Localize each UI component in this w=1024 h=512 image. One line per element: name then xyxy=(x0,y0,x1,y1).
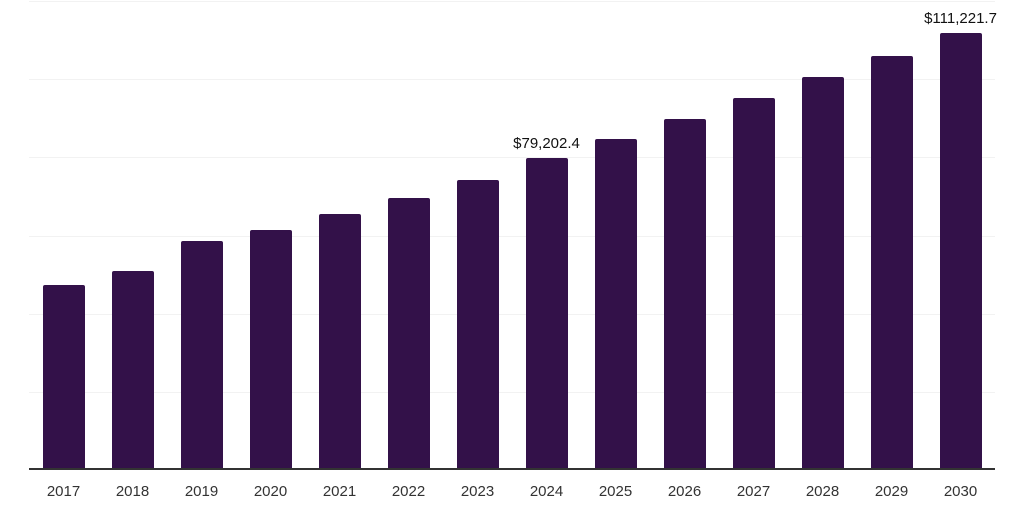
bar-2024 xyxy=(525,158,568,468)
gridline xyxy=(29,235,995,237)
bar-slot-2018 xyxy=(98,1,167,468)
bar-2018 xyxy=(111,271,154,468)
x-tick-label-2023: 2023 xyxy=(460,482,495,500)
bar-2027 xyxy=(732,97,775,468)
bar-slot-2019 xyxy=(167,1,236,468)
x-tick-label-2029: 2029 xyxy=(874,482,909,500)
data-label-2030: $111,221.7 xyxy=(924,10,997,28)
bar-slot-2030: $111,221.7 xyxy=(924,1,997,468)
bar-2022 xyxy=(387,197,430,468)
bar-2025 xyxy=(594,138,637,468)
x-tick-label-2019: 2019 xyxy=(184,482,219,500)
bar-slot-2017 xyxy=(29,1,98,468)
x-tick-label-2030: 2030 xyxy=(943,482,978,500)
plot-area: $79,202.4 $111,221.7 xyxy=(29,1,997,470)
x-tick-label-2025: 2025 xyxy=(598,482,633,500)
gridline xyxy=(29,157,995,159)
bar-2019 xyxy=(180,241,223,468)
bar-slot-2021 xyxy=(305,1,374,468)
gridline xyxy=(29,391,995,393)
bar-2028 xyxy=(801,76,844,468)
x-tick-label-2020: 2020 xyxy=(253,482,288,500)
bar-slot-2024: $79,202.4 xyxy=(512,1,581,468)
gridline xyxy=(29,313,995,315)
bar-slot-2029 xyxy=(857,1,926,468)
gridline xyxy=(29,79,995,81)
x-tick-label-2027: 2027 xyxy=(736,482,771,500)
x-axis-labels: 2017 2018 2019 2020 2021 2022 2023 2024 2025 2026… xyxy=(29,479,995,503)
bar-2017 xyxy=(42,285,85,468)
bar-2020 xyxy=(249,230,292,468)
bar-2021 xyxy=(318,214,361,468)
x-tick-label-2018: 2018 xyxy=(115,482,150,500)
bar-slot-2020 xyxy=(236,1,305,468)
bar-2023 xyxy=(456,179,499,468)
x-tick-label-2022: 2022 xyxy=(391,482,426,500)
x-tick-label-2026: 2026 xyxy=(667,482,702,500)
bar-2029 xyxy=(870,56,913,468)
x-tick-label-2024: 2024 xyxy=(529,482,564,500)
bar-slot-2025 xyxy=(581,1,650,468)
bar-2026 xyxy=(663,118,706,468)
bar-slot-2026 xyxy=(650,1,719,468)
x-tick-label-2021: 2021 xyxy=(322,482,357,500)
bar-2030 xyxy=(939,33,982,468)
bar-slot-2022 xyxy=(374,1,443,468)
data-label-2024: $79,202.4 xyxy=(513,135,580,153)
bar-slot-2027 xyxy=(719,1,788,468)
gridline xyxy=(29,1,995,2)
x-tick-label-2028: 2028 xyxy=(805,482,840,500)
bar-slot-2023 xyxy=(443,1,512,468)
x-tick-label-2017: 2017 xyxy=(46,482,81,500)
bar-slot-2028 xyxy=(788,1,857,468)
